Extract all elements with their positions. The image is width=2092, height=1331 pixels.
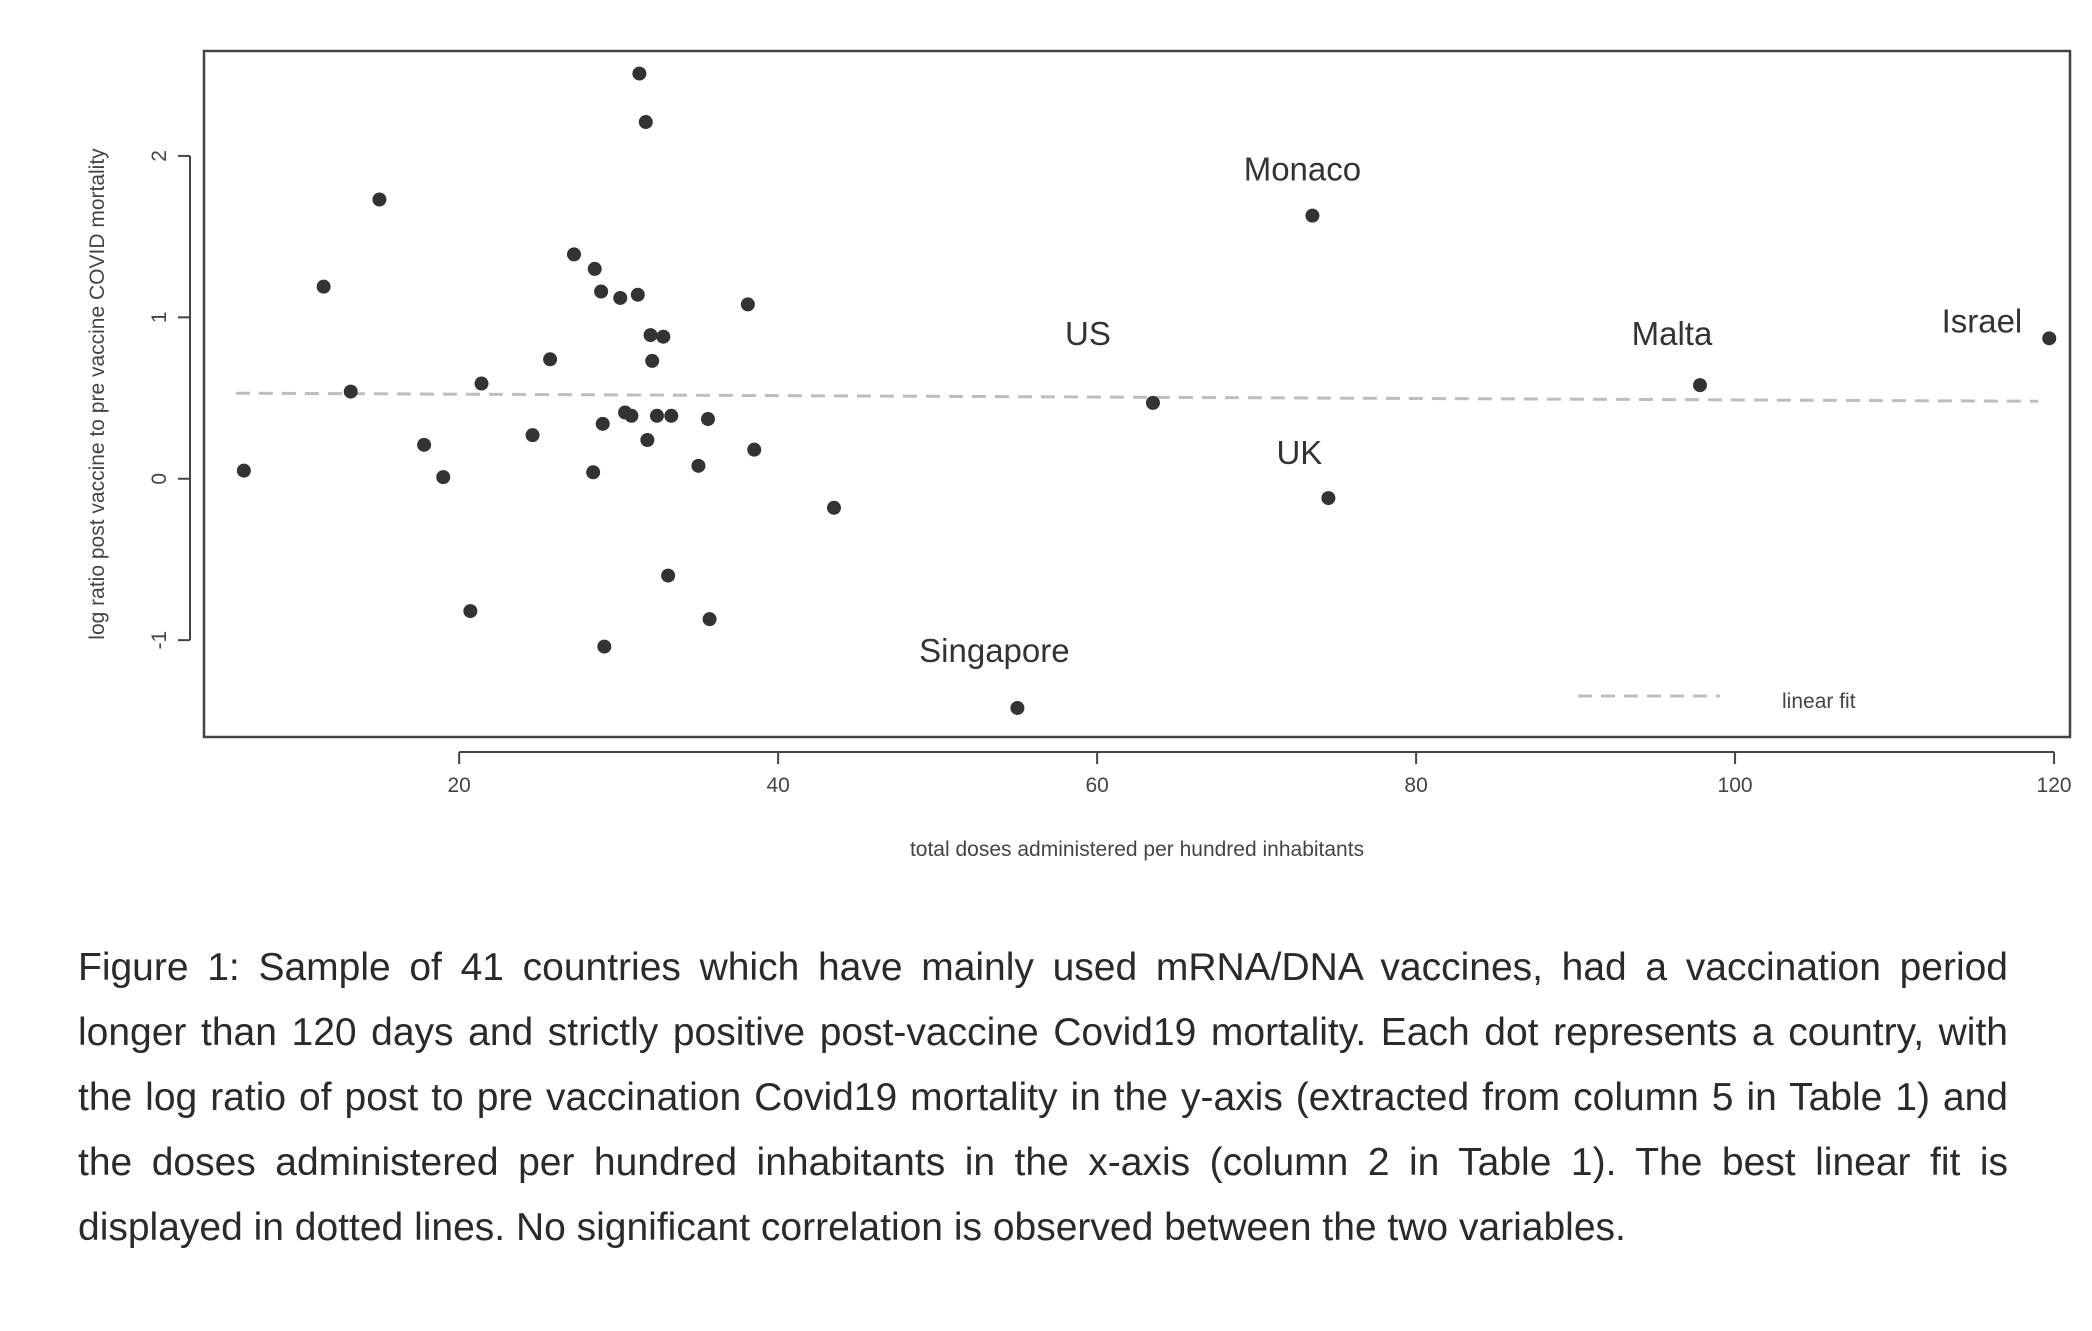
x-axis: 20 40 60 80 100 120: [447, 751, 2072, 797]
data-point: [661, 568, 676, 583]
data-point: [640, 433, 655, 448]
data-point: [656, 329, 671, 344]
data-point: [525, 428, 540, 443]
data-point: [702, 612, 717, 627]
linear-fit-line: [235, 391, 2039, 403]
data-point: [343, 384, 358, 399]
data-point: [1692, 378, 1707, 393]
data-point: [594, 284, 609, 299]
data-point: [645, 353, 660, 368]
data-point: [1305, 208, 1320, 223]
y-axis-title: log ratio post vaccine to pre vaccine CO…: [86, 148, 109, 640]
y-tick-label: 2: [148, 150, 171, 162]
data-point: [747, 442, 762, 457]
scatter-chart: 20 40 60 80 100 120 -1 0 1 2 Singapore US Monaco UK…: [86, 49, 2072, 861]
data-point: [624, 408, 639, 423]
x-tick-label: 20: [447, 774, 470, 797]
x-tick-label: 120: [2037, 774, 2072, 797]
data-point: [649, 408, 664, 423]
data-point: [691, 458, 706, 473]
data-points: Singapore US Monaco UK Malta Israel: [236, 66, 2057, 715]
data-point: [643, 328, 658, 343]
x-tick-label: 100: [1718, 774, 1753, 797]
point-label-uk: UK: [1276, 434, 1322, 471]
y-axis: -1 0 1 2: [148, 150, 191, 650]
fit-line-path: [235, 391, 2039, 403]
data-point: [595, 416, 610, 431]
data-point: [597, 639, 612, 654]
data-point: [316, 279, 331, 294]
data-point: [372, 192, 387, 207]
point-label-singapore: Singapore: [919, 632, 1069, 669]
legend-label: linear fit: [1782, 690, 1856, 713]
plot-frame: [202, 49, 2072, 739]
point-label-us: US: [1065, 315, 1111, 352]
figure-caption: Figure 1: Sample of 41 countries which h…: [78, 946, 2008, 1249]
data-point: [613, 290, 628, 305]
point-label-malta: Malta: [1632, 315, 1713, 352]
x-tick-label: 40: [766, 774, 789, 797]
data-point: [1321, 491, 1336, 506]
x-axis-title: total doses administered per hundred inh…: [910, 838, 1364, 861]
data-point: [236, 463, 251, 478]
data-point: [826, 500, 841, 515]
data-point: [1145, 395, 1160, 410]
x-tick-label: 60: [1085, 774, 1108, 797]
data-point: [664, 408, 679, 423]
data-point: [543, 352, 558, 367]
data-point: [587, 261, 602, 276]
data-point: [632, 66, 647, 81]
data-point: [417, 437, 432, 452]
legend: linear fit: [1578, 690, 1856, 713]
data-point: [700, 412, 715, 427]
data-point: [436, 470, 451, 485]
x-tick-label: 80: [1404, 774, 1427, 797]
data-point: [638, 115, 653, 130]
data-point: [463, 604, 478, 619]
point-label-monaco: Monaco: [1244, 151, 1361, 188]
data-point: [1010, 700, 1025, 715]
y-tick-label: 0: [148, 473, 171, 485]
data-point: [474, 376, 489, 391]
y-tick-label: -1: [148, 631, 171, 650]
data-point: [586, 465, 601, 480]
data-point: [2042, 331, 2057, 346]
data-point: [740, 297, 755, 312]
data-point: [630, 287, 645, 302]
point-label-israel: Israel: [1942, 302, 2023, 339]
data-point: [567, 247, 582, 262]
y-tick-label: 1: [148, 311, 171, 323]
